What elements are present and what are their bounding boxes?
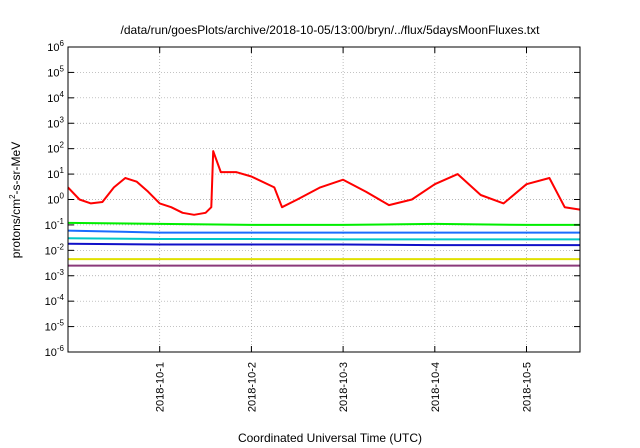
y-tick-label: 103 (47, 115, 64, 130)
x-axis: 2018-10-1 2018-10-2 2018-10-3 2018-10-4 2018… (155, 47, 534, 412)
series-line-5 (67, 242, 580, 247)
y-tick-label: 102 (47, 141, 64, 156)
y-tick-label: 10-1 (45, 217, 65, 232)
y-tick-label: 10-5 (45, 319, 65, 334)
x-tick-label: 2018-10-5 (522, 362, 534, 412)
y-tick-label: 106 (47, 39, 64, 54)
y-tick-label: 10-3 (45, 268, 65, 283)
y-tick-label: 10-4 (45, 293, 65, 308)
y-tick-label: 104 (47, 90, 64, 105)
y-tick-label: 105 (47, 64, 64, 79)
x-tick-label: 2018-10-1 (155, 362, 167, 412)
series-line-4 (67, 237, 580, 241)
y-axis: 10-6 10-5 10-4 10-3 10-2 10-1 100 101 102 103 104 1… (45, 39, 580, 359)
series-line-3 (67, 229, 580, 234)
series-line-2 (67, 221, 580, 226)
x-axis-label: Coordinated Universal Time (UTC) (238, 431, 422, 445)
y-tick-label: 100 (47, 192, 64, 207)
grid (68, 47, 580, 352)
y-tick-label: 101 (47, 166, 64, 181)
y-tick-label: 10-2 (45, 242, 65, 257)
series-line-1 (67, 150, 581, 216)
y-tick-label: 10-6 (45, 344, 65, 359)
series-group (67, 150, 581, 267)
chart-title: /data/run/goesPlots/archive/2018-10-05/1… (121, 23, 541, 37)
x-tick-label: 2018-10-2 (246, 362, 258, 412)
y-axis-label: protons/cm2-s-sr-MeV (8, 142, 23, 258)
x-tick-label: 2018-10-3 (338, 362, 350, 412)
x-tick-label: 2018-10-4 (430, 362, 442, 412)
